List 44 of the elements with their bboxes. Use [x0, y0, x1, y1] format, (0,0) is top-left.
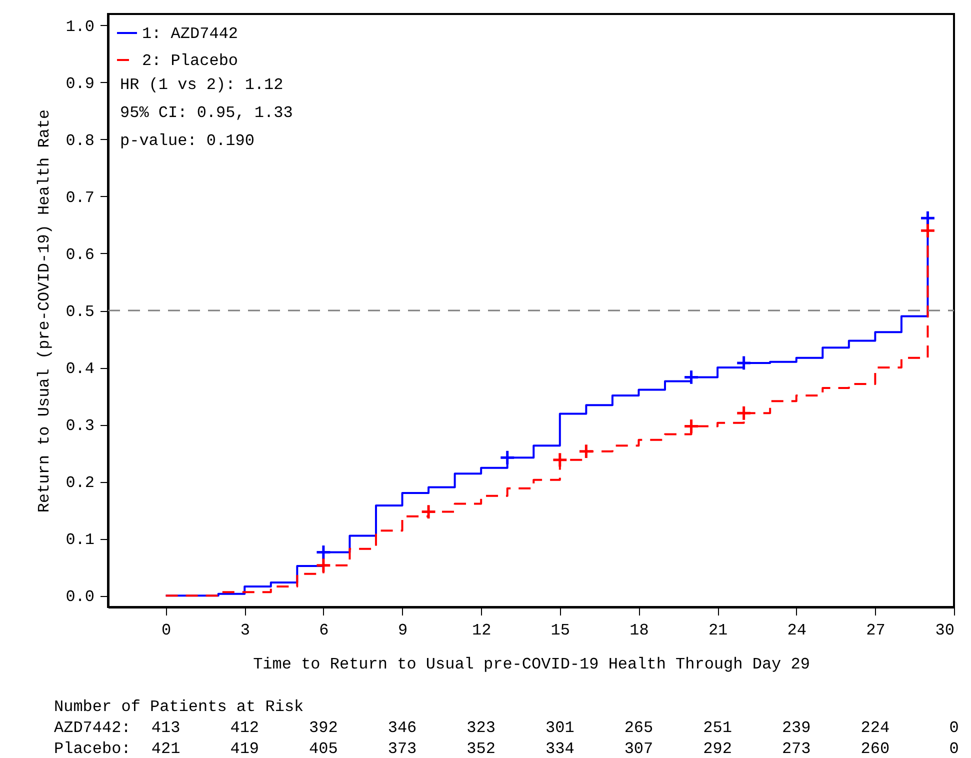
x-tick-label: 18 — [630, 622, 649, 640]
x-axis-title: Time to Return to Usual pre-COVID-19 Health Through Day 29 — [253, 656, 810, 674]
point — [683, 369, 700, 386]
point — [920, 222, 936, 239]
y-tick-label: 0.0 — [66, 588, 94, 606]
point — [552, 452, 568, 468]
point — [499, 450, 516, 466]
point — [578, 443, 594, 460]
point — [920, 210, 936, 226]
x-tick-label: 24 — [787, 622, 806, 640]
annotation: 95% CI: 0.95, 1.33 — [120, 104, 293, 122]
y-tick-label: 0.3 — [66, 417, 94, 436]
x-tick-label: 12 — [472, 622, 492, 640]
y-tick-label: 0.4 — [66, 360, 94, 378]
y-tick-label: 0.8 — [66, 132, 94, 150]
point — [736, 355, 752, 371]
y-tick-label: 1.0 — [66, 18, 94, 36]
text: Placebo: 421 419 405 373 352 334 307 292 273 260 0 — [54, 740, 959, 758]
x-tick-label: 15 — [550, 622, 570, 640]
x-tick-label: 0 — [161, 622, 172, 640]
text: Number of Patients at Risk — [54, 698, 304, 716]
legend-label: 2: Placebo — [142, 52, 238, 70]
legend-label: 1: AZD7442 — [142, 25, 238, 43]
y-tick-label: 0.9 — [66, 74, 94, 93]
x-tick-label: 9 — [398, 622, 408, 640]
y-axis-title: Return to Usual (pre-COVID-19) Health Rate — [36, 109, 54, 513]
x-tick-label: 6 — [319, 622, 329, 640]
y-tick-label: 0.2 — [66, 474, 94, 492]
point — [736, 405, 752, 422]
annotation: HR (1 vs 2): 1.12 — [120, 76, 284, 94]
point — [420, 504, 436, 520]
y-tick-label: 0.1 — [66, 531, 94, 550]
text: AZD7442: 413 412 392 346 323 301 265 251 239 224 0 — [54, 719, 959, 737]
point — [683, 418, 700, 434]
x-tick-label: 30 — [935, 622, 954, 640]
x-tick-label: 21 — [708, 622, 728, 640]
x-tick-label: 3 — [240, 622, 250, 640]
y-tick-label: 0.5 — [66, 303, 94, 321]
point — [315, 544, 332, 560]
annotation: p-value: 0.190 — [120, 132, 254, 150]
x-tick-label: 27 — [866, 622, 886, 640]
y-tick-label: 0.7 — [66, 188, 94, 207]
point — [315, 557, 332, 574]
y-tick-label: 0.6 — [66, 246, 94, 264]
